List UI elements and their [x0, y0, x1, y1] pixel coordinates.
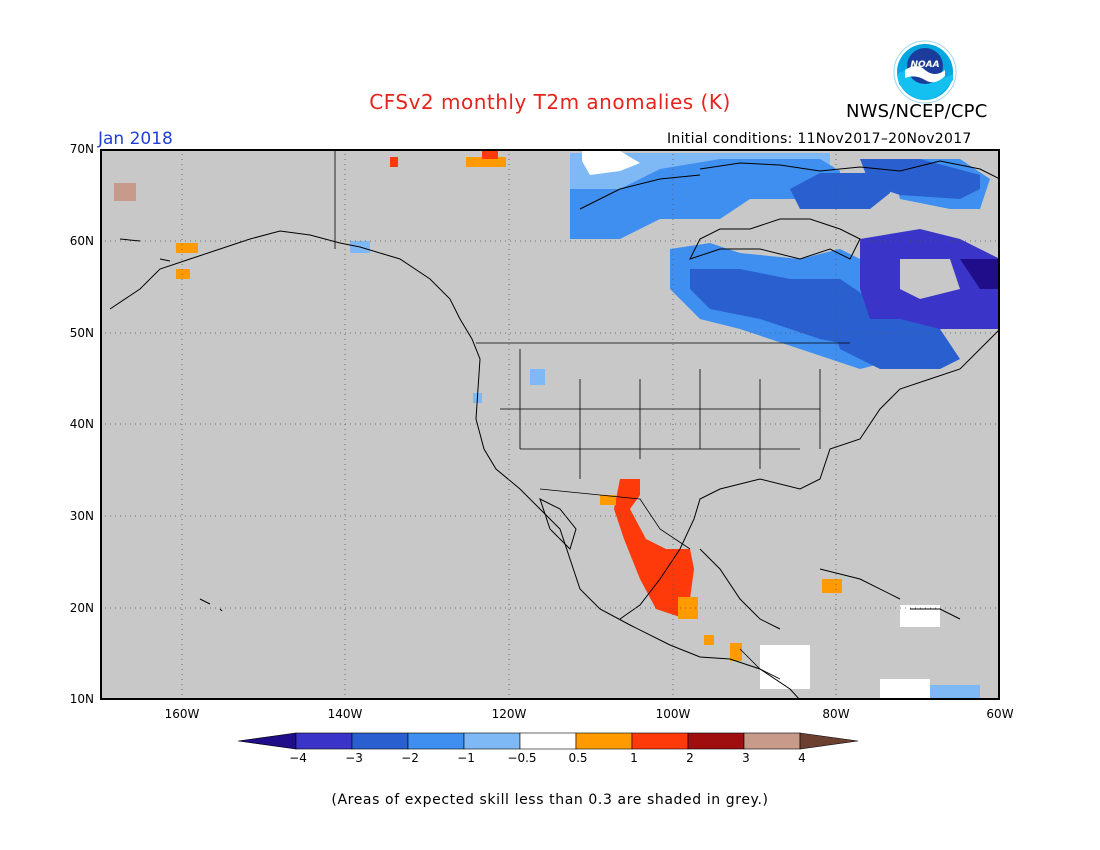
lon-tick-140w: 140W: [327, 707, 363, 721]
map-background: [100, 149, 1000, 700]
colorbar-cell: [407, 732, 465, 750]
colorbar-label: 0.5: [568, 751, 588, 765]
lon-tick-80w: 80W: [822, 707, 850, 721]
colorbar-label: −0.5: [507, 751, 537, 765]
patch-blue-sa: [930, 685, 980, 700]
colorbar-label: −1: [457, 751, 475, 765]
patch-cuba-orange: [822, 579, 842, 593]
patch-alaska-orange-2: [176, 269, 190, 279]
lon-tick-160w: 160W: [164, 707, 200, 721]
colorbar-cell: [575, 732, 633, 750]
colorbar-label: 3: [742, 751, 750, 765]
patch-guatemala-orange: [730, 643, 742, 661]
patch-quebec-mid-blue: [830, 319, 960, 369]
patch-arctic-blue: [570, 159, 840, 239]
patch-arctic-orange: [466, 157, 506, 167]
colorbar-arrow-high: [799, 732, 859, 750]
initial-conditions-label: Initial conditions: 11Nov2017–20Nov2017: [667, 131, 972, 147]
patch-mexico-orange-1: [600, 495, 616, 505]
patch-greenland-mid-blue: [790, 173, 890, 209]
lat-tick-30n: 30N: [69, 509, 94, 523]
patch-white-central-america: [760, 645, 810, 689]
colorbar-cell: [519, 732, 577, 750]
patch-arctic-red: [482, 151, 498, 159]
lon-tick-100w: 100W: [655, 707, 691, 721]
colorbar-cell: [351, 732, 409, 750]
anomaly-map: [100, 149, 1000, 700]
patch-white-caribbean: [900, 605, 940, 627]
noaa-logo: NOAA: [893, 40, 957, 104]
colorbar-label: 1: [630, 751, 638, 765]
lat-tick-60n: 60N: [69, 234, 94, 248]
colorbar: [238, 732, 859, 750]
patch-baffin-mid-blue: [860, 159, 980, 199]
patch-mexico-orange-3: [704, 635, 714, 645]
anomaly-patches: [114, 151, 1000, 700]
patch-quebec-grey-hole: [900, 259, 960, 299]
valid-month-label: Jan 2018: [98, 129, 173, 149]
patch-siberia-brown: [114, 183, 136, 201]
colorbar-label: 4: [798, 751, 806, 765]
lat-tick-50n: 50N: [69, 326, 94, 340]
logo-text: NOAA: [910, 60, 939, 70]
colorbar-cell: [631, 732, 689, 750]
patch-yukon-red: [390, 157, 398, 167]
colorbar-label: −3: [345, 751, 363, 765]
colorbar-arrow-low: [238, 732, 297, 750]
patch-alaska-orange: [176, 243, 198, 253]
political-borders: [334, 149, 850, 680]
patch-white-arctic: [582, 151, 640, 175]
map-frame: [100, 149, 1000, 700]
patch-mexico-red: [614, 479, 694, 617]
colorbar-cell: [463, 732, 521, 750]
patch-white-sa: [880, 679, 930, 700]
colorbar-label: −4: [289, 751, 307, 765]
lat-tick-10n: 10N: [69, 692, 94, 706]
lon-tick-60w: 60W: [986, 707, 1014, 721]
lat-tick-40n: 40N: [69, 417, 94, 431]
footnote: (Areas of expected skill less than 0.3 a…: [331, 792, 769, 808]
colorbar-cell: [295, 732, 353, 750]
chart-title: CFSv2 monthly T2m anomalies (K): [369, 90, 731, 114]
grid-lines: [100, 149, 1000, 700]
colorbar-label: −2: [401, 751, 419, 765]
agency-label: NWS/NCEP/CPC: [846, 101, 988, 122]
lat-tick-70n: 70N: [69, 142, 94, 156]
patch-mexico-orange-2: [678, 597, 698, 619]
lat-tick-20n: 20N: [69, 601, 94, 615]
lon-tick-120w: 120W: [491, 707, 527, 721]
patch-labrador-deep: [960, 259, 1000, 289]
colorbar-cell: [743, 732, 801, 750]
patch-idaho-light-blue: [530, 369, 545, 385]
colorbar-cell: [687, 732, 745, 750]
coastlines: [109, 160, 1000, 700]
colorbar-label: 2: [686, 751, 694, 765]
